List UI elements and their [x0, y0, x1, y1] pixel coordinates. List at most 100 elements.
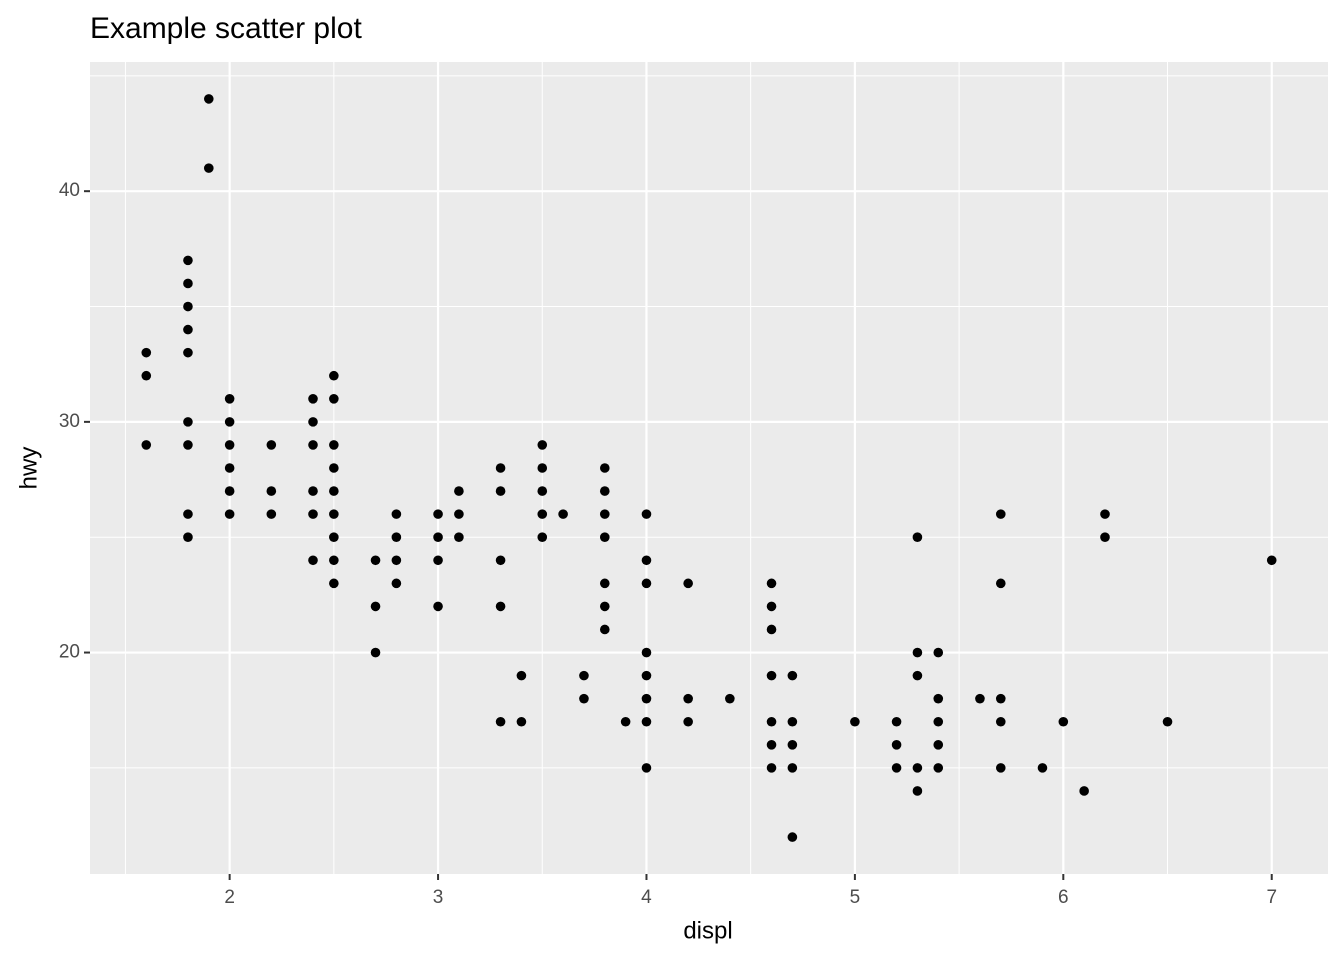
point — [224, 463, 235, 473]
point — [641, 509, 652, 519]
x-tick-label: 2 — [224, 887, 235, 908]
point — [391, 509, 402, 519]
point — [766, 578, 777, 589]
point — [224, 440, 235, 450]
plot-panel — [90, 62, 1328, 874]
point — [683, 578, 693, 589]
point — [995, 578, 1006, 589]
point — [641, 670, 652, 681]
point — [329, 486, 339, 496]
point — [641, 555, 652, 566]
point — [912, 647, 923, 658]
point — [308, 509, 318, 519]
point — [891, 716, 902, 727]
point — [224, 417, 235, 427]
point — [766, 716, 777, 727]
point — [1037, 763, 1048, 773]
y-tick-label: 30 — [59, 411, 80, 432]
point — [933, 763, 944, 773]
point — [141, 347, 152, 358]
point — [766, 670, 777, 681]
point — [329, 532, 339, 543]
point — [891, 763, 902, 773]
point — [912, 763, 923, 773]
point — [933, 647, 944, 658]
chart-title: Example scatter plot — [90, 12, 362, 45]
x-tick-label: 4 — [641, 887, 652, 908]
point — [995, 693, 1006, 704]
point — [183, 347, 193, 358]
y-axis-label: hwy — [15, 447, 42, 490]
point — [766, 624, 777, 635]
point — [683, 716, 693, 727]
point — [183, 278, 193, 289]
x-tick-label: 6 — [1058, 887, 1069, 908]
point — [329, 578, 339, 589]
point — [599, 509, 610, 519]
point — [599, 624, 610, 635]
point — [787, 740, 798, 750]
point — [599, 532, 610, 543]
point — [516, 670, 527, 681]
point — [579, 693, 589, 704]
point — [1058, 716, 1069, 727]
point — [850, 716, 860, 727]
point — [975, 693, 985, 704]
point — [266, 509, 277, 519]
point — [641, 716, 652, 727]
x-tick-label: 7 — [1266, 887, 1277, 908]
point — [599, 601, 610, 612]
point — [599, 463, 610, 473]
point — [391, 555, 402, 566]
point — [537, 463, 548, 473]
x-axis-label: displ — [683, 917, 732, 944]
point — [433, 509, 443, 519]
point — [912, 786, 923, 796]
point — [933, 740, 944, 750]
point — [579, 670, 589, 681]
point — [995, 763, 1006, 773]
point — [266, 486, 277, 496]
point — [641, 647, 652, 658]
point — [787, 670, 798, 681]
point — [224, 393, 235, 404]
point — [329, 555, 339, 566]
point — [641, 763, 652, 773]
point — [391, 578, 402, 589]
point — [308, 555, 318, 566]
point — [912, 670, 923, 681]
point — [787, 832, 798, 842]
point — [787, 716, 798, 727]
point — [183, 509, 193, 519]
point — [933, 716, 944, 727]
point — [329, 509, 339, 519]
point — [433, 601, 443, 612]
point — [454, 509, 464, 519]
point — [766, 740, 777, 750]
point — [641, 693, 652, 704]
point — [933, 693, 944, 704]
point — [308, 440, 318, 450]
point — [308, 486, 318, 496]
point — [391, 532, 402, 543]
point — [516, 716, 527, 727]
point — [370, 555, 381, 566]
point — [1079, 786, 1089, 796]
point — [329, 463, 339, 473]
point — [141, 370, 152, 381]
y-tick-label: 20 — [59, 642, 80, 663]
point — [495, 601, 506, 612]
point — [224, 509, 235, 519]
point — [537, 440, 548, 450]
point — [203, 163, 214, 173]
point — [495, 555, 506, 566]
point — [224, 486, 235, 496]
point — [599, 578, 610, 589]
point — [1162, 716, 1173, 727]
point — [183, 324, 193, 335]
point — [433, 532, 443, 543]
point — [1266, 555, 1277, 566]
point — [495, 716, 506, 727]
point — [995, 716, 1006, 727]
